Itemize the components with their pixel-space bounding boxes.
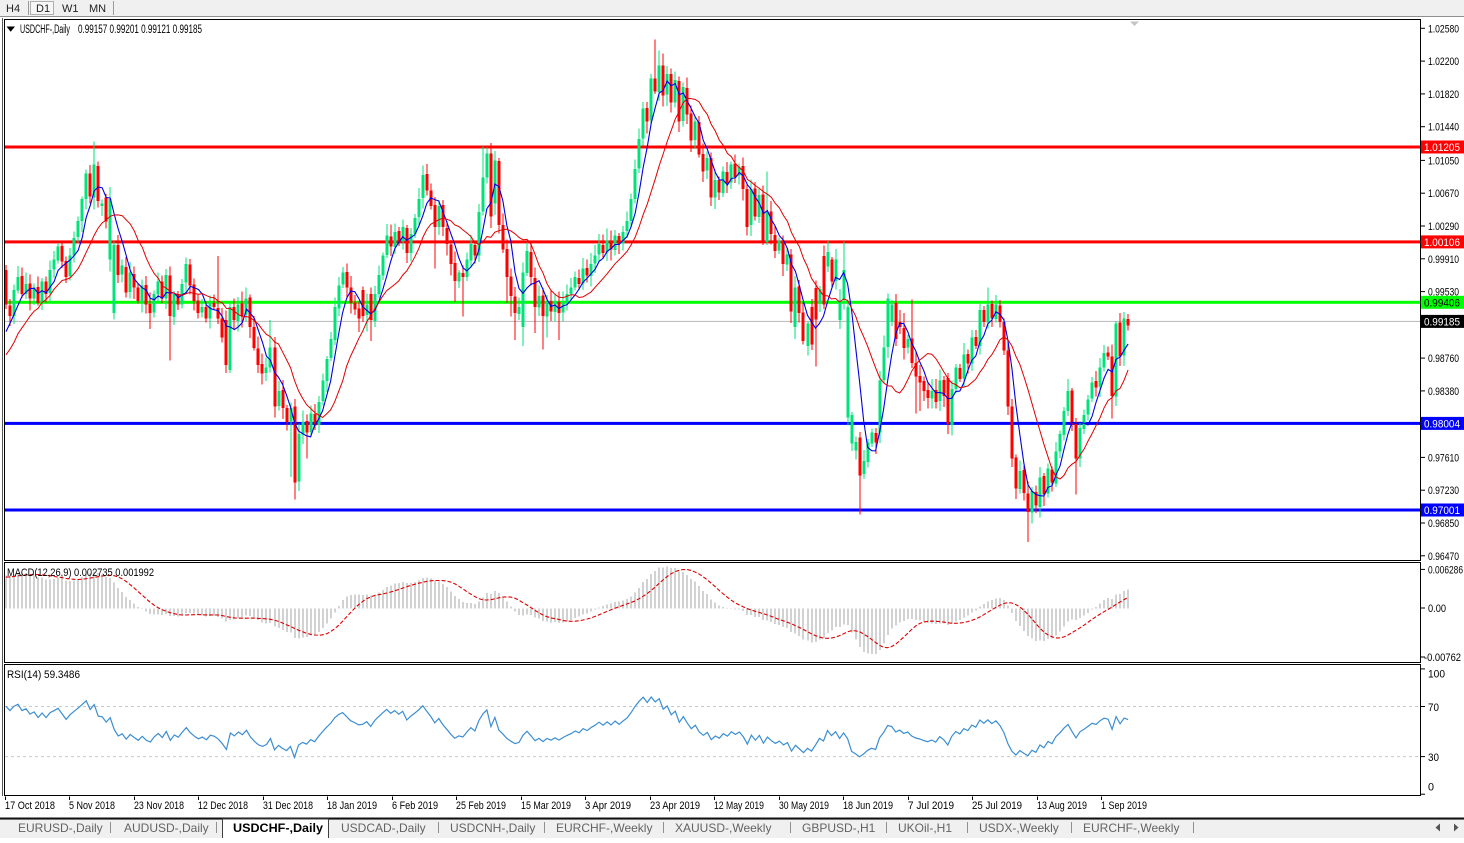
svg-text:18 Jun 2019: 18 Jun 2019 (843, 800, 893, 812)
svg-text:1 Sep 2019: 1 Sep 2019 (1101, 800, 1147, 812)
svg-text:XAUUSD-,Weekly: XAUUSD-,Weekly (675, 821, 771, 835)
svg-text:25 Feb 2019: 25 Feb 2019 (456, 800, 506, 812)
svg-text:6 Feb 2019: 6 Feb 2019 (392, 800, 438, 812)
svg-text:EURCHF-,Weekly: EURCHF-,Weekly (556, 821, 652, 835)
svg-text:0.99406: 0.99406 (1424, 297, 1460, 309)
svg-text:0.98760: 0.98760 (1428, 353, 1459, 365)
svg-text:0: 0 (1428, 782, 1434, 794)
svg-text:1.02580: 1.02580 (1428, 23, 1459, 35)
svg-text:W1: W1 (62, 3, 79, 15)
svg-text:0.99530: 0.99530 (1428, 287, 1459, 299)
svg-text:USDX-,Weekly: USDX-,Weekly (979, 821, 1059, 835)
svg-text:RSI(14) 59.3486: RSI(14) 59.3486 (7, 669, 80, 681)
svg-text:MACD(12,26,9) 0.002735 0.00199: MACD(12,26,9) 0.002735 0.001992 (7, 567, 154, 579)
svg-text:18 Jan 2019: 18 Jan 2019 (327, 800, 377, 812)
svg-text:1.01205: 1.01205 (1424, 142, 1460, 154)
svg-text:0.97230: 0.97230 (1428, 485, 1459, 497)
svg-text:USDCHF-,Daily: USDCHF-,Daily (20, 24, 70, 36)
svg-text:USDCNH-,Daily: USDCNH-,Daily (450, 821, 535, 835)
svg-text:0.97610: 0.97610 (1428, 452, 1459, 464)
svg-text:5 Nov 2018: 5 Nov 2018 (69, 800, 115, 812)
svg-text:25 Jul 2019: 25 Jul 2019 (972, 800, 1022, 812)
svg-text:0.97001: 0.97001 (1424, 505, 1460, 517)
svg-text:USDCHF-,Daily: USDCHF-,Daily (233, 821, 323, 835)
svg-text:1.01820: 1.01820 (1428, 89, 1459, 101)
svg-text:23 Apr 2019: 23 Apr 2019 (650, 800, 700, 812)
svg-text:1.00670: 1.00670 (1428, 188, 1459, 200)
svg-text:7 Jul 2019: 7 Jul 2019 (908, 800, 954, 812)
svg-text:15 Mar 2019: 15 Mar 2019 (521, 800, 571, 812)
svg-text:-0.00762: -0.00762 (1424, 652, 1461, 664)
svg-text:1.00290: 1.00290 (1428, 221, 1459, 233)
svg-text:70: 70 (1428, 702, 1439, 714)
svg-text:30 May 2019: 30 May 2019 (779, 800, 829, 812)
svg-text:H4: H4 (6, 3, 20, 15)
svg-text:0.00: 0.00 (1428, 603, 1446, 615)
svg-text:D1: D1 (36, 3, 50, 15)
svg-text:12 Dec 2018: 12 Dec 2018 (198, 800, 248, 812)
svg-text:0.96470: 0.96470 (1428, 551, 1459, 563)
svg-text:30: 30 (1428, 752, 1439, 764)
svg-text:0.98380: 0.98380 (1428, 386, 1459, 398)
svg-text:12 May 2019: 12 May 2019 (714, 800, 764, 812)
svg-text:13 Aug 2019: 13 Aug 2019 (1037, 800, 1087, 812)
svg-text:23 Nov 2018: 23 Nov 2018 (134, 800, 184, 812)
svg-text:0.99157 0.99201 0.99121 0.9918: 0.99157 0.99201 0.99121 0.99185 (78, 24, 202, 36)
svg-text:1.01440: 1.01440 (1428, 122, 1459, 134)
svg-text:EURCHF-,Weekly: EURCHF-,Weekly (1083, 821, 1179, 835)
svg-text:17 Oct 2018: 17 Oct 2018 (5, 800, 55, 812)
svg-text:31 Dec 2018: 31 Dec 2018 (263, 800, 313, 812)
svg-text:1.00106: 1.00106 (1424, 237, 1460, 249)
svg-text:1.01050: 1.01050 (1428, 155, 1459, 167)
svg-text:0.96850: 0.96850 (1428, 518, 1459, 530)
svg-text:UKOil-,H1: UKOil-,H1 (898, 821, 952, 835)
svg-text:USDCAD-,Daily: USDCAD-,Daily (341, 821, 426, 835)
svg-text:0.98004: 0.98004 (1424, 418, 1460, 430)
svg-text:100: 100 (1428, 669, 1445, 681)
svg-text:0.99910: 0.99910 (1428, 254, 1459, 266)
svg-text:0.99185: 0.99185 (1424, 316, 1460, 328)
svg-text:MN: MN (89, 3, 106, 15)
svg-text:AUDUSD-,Daily: AUDUSD-,Daily (124, 821, 209, 835)
svg-text:0.006286: 0.006286 (1428, 564, 1463, 576)
svg-text:1.02200: 1.02200 (1428, 56, 1459, 68)
svg-text:EURUSD-,Daily: EURUSD-,Daily (18, 821, 103, 835)
svg-text:GBPUSD-,H1: GBPUSD-,H1 (802, 821, 876, 835)
svg-text:3 Apr 2019: 3 Apr 2019 (585, 800, 631, 812)
